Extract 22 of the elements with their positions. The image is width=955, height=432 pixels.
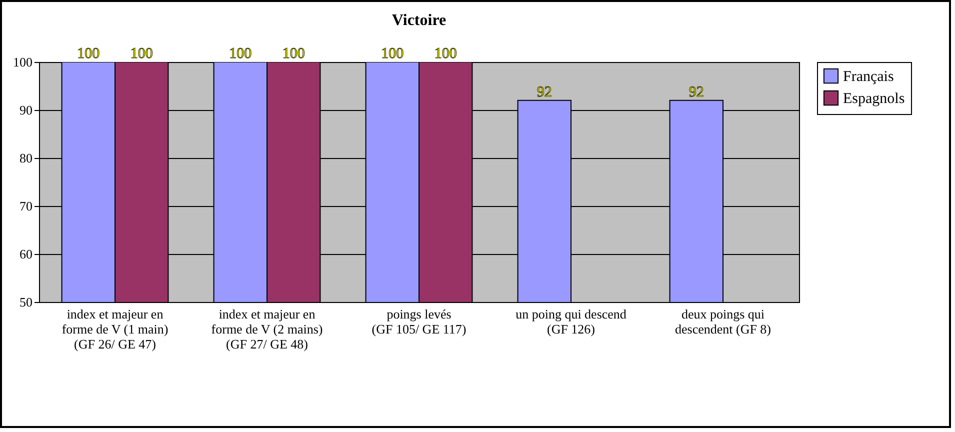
chart-title: Victoire (392, 12, 446, 29)
data-label: 100 (229, 46, 252, 62)
data-label: 100 (282, 46, 305, 62)
y-tick-label: 90 (20, 102, 32, 118)
x-tick-label: index et majeur en forme de V (2 mains) (GF 27/ GE 48) (211, 306, 323, 352)
x-tick-label: un poing qui descend (GF 126) (516, 306, 627, 336)
x-tick-label: poings levés (GF 105/ GE 117) (372, 306, 466, 336)
data-label: 100 (381, 46, 404, 62)
x-tick-label: deux poings qui descendent (GF 8) (674, 306, 772, 336)
y-tick-label: 70 (20, 198, 32, 214)
y-tick-label: 100 (13, 54, 32, 70)
data-label: 92 (536, 84, 552, 100)
y-tick-label: 60 (20, 246, 32, 262)
x-tick-label: index et majeur en forme de V (1 main) (GF 26/ GE 47) (62, 306, 168, 352)
y-tick-label: 50 (20, 294, 32, 310)
data-label: 100 (130, 46, 153, 62)
data-label: 100 (434, 46, 457, 62)
y-tick-label: 80 (20, 150, 32, 166)
data-label: 92 (688, 84, 704, 100)
legend-label: Français (843, 69, 894, 85)
legend-label: Espagnols (843, 91, 905, 107)
data-label: 100 (77, 46, 100, 62)
